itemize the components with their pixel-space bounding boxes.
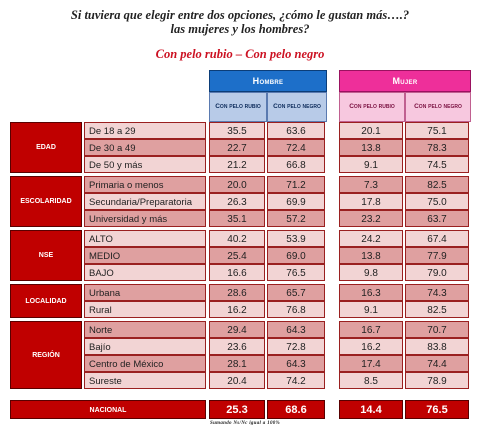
subheader-mujer-negro: Con pelo negro — [405, 92, 471, 122]
group-label: NSE — [10, 230, 82, 281]
table-cell-m-rubio: 13.8 — [339, 139, 403, 156]
table-cell-h-negro: 64.3 — [267, 321, 325, 338]
table-cell-h-negro: 66.8 — [267, 156, 325, 173]
table-cell-h-rubio: 35.5 — [209, 122, 265, 139]
table-cell-h-rubio: 16.6 — [209, 264, 265, 281]
row-label: MEDIO — [84, 247, 206, 264]
table-cell-h-negro: 76.5 — [267, 264, 325, 281]
table-cell-m-negro: 75.0 — [405, 193, 469, 210]
table-cell-h-rubio: 16.2 — [209, 301, 265, 318]
table-cell-h-rubio: 40.2 — [209, 230, 265, 247]
table-cell-h-rubio: 21.2 — [209, 156, 265, 173]
table-cell-m-rubio: 23.2 — [339, 210, 403, 227]
table-cell-m-rubio: 9.8 — [339, 264, 403, 281]
table-cell-m-negro: 74.3 — [405, 284, 469, 301]
group-label: Región — [10, 321, 82, 389]
table-cell-h-negro: 74.2 — [267, 372, 325, 389]
table-cell-m-negro: 74.5 — [405, 156, 469, 173]
nacional-m-rubio: 14.4 — [339, 400, 403, 419]
table-cell-m-rubio: 7.3 — [339, 176, 403, 193]
table-cell-m-negro: 77.9 — [405, 247, 469, 264]
row-label: Centro de México — [84, 355, 206, 372]
table-cell-h-negro: 76.8 — [267, 301, 325, 318]
header-hombre: Hombre — [209, 70, 327, 92]
table-cell-h-negro: 65.7 — [267, 284, 325, 301]
table-cell-h-negro: 72.8 — [267, 338, 325, 355]
table-cell-h-rubio: 23.6 — [209, 338, 265, 355]
table-cell-h-negro: 72.4 — [267, 139, 325, 156]
table-cell-h-negro: 69.9 — [267, 193, 325, 210]
table-cell-h-rubio: 26.3 — [209, 193, 265, 210]
row-label: BAJO — [84, 264, 206, 281]
table-cell-h-rubio: 20.4 — [209, 372, 265, 389]
table-cell-m-rubio: 24.2 — [339, 230, 403, 247]
table-cell-m-rubio: 17.8 — [339, 193, 403, 210]
table-cell-h-rubio: 22.7 — [209, 139, 265, 156]
table-cell-m-negro: 67.4 — [405, 230, 469, 247]
table-cell-h-rubio: 29.4 — [209, 321, 265, 338]
question-line-1: Si tuviera que elegir entre dos opciones… — [70, 8, 410, 22]
table-cell-h-negro: 64.3 — [267, 355, 325, 372]
subheader-mujer-rubio: Con pelo rubio — [339, 92, 405, 122]
row-label: ALTO — [84, 230, 206, 247]
table-cell-m-negro: 70.7 — [405, 321, 469, 338]
table-cell-m-rubio: 8.5 — [339, 372, 403, 389]
table-cell-m-negro: 78.3 — [405, 139, 469, 156]
row-label: De 18 a 29 — [84, 122, 206, 139]
table-cell-h-rubio: 20.0 — [209, 176, 265, 193]
row-label: Bajío — [84, 338, 206, 355]
table-cell-m-negro: 79.0 — [405, 264, 469, 281]
table-cell-m-negro: 82.5 — [405, 301, 469, 318]
table-cell-m-rubio: 16.3 — [339, 284, 403, 301]
nacional-h-negro: 68.6 — [267, 400, 325, 419]
row-label: Secundaria/Preparatoria — [84, 193, 206, 210]
table-cell-m-rubio: 20.1 — [339, 122, 403, 139]
nacional-m-negro: 76.5 — [405, 400, 469, 419]
table-cell-h-negro: 53.9 — [267, 230, 325, 247]
table-cell-m-negro: 74.4 — [405, 355, 469, 372]
table-cell-h-negro: 71.2 — [267, 176, 325, 193]
table-cell-m-rubio: 16.7 — [339, 321, 403, 338]
nacional-label: Nacional — [10, 400, 206, 419]
table-cell-m-negro: 63.7 — [405, 210, 469, 227]
nacional-h-rubio: 25.3 — [209, 400, 265, 419]
table-cell-m-negro: 83.8 — [405, 338, 469, 355]
table-cell-m-rubio: 9.1 — [339, 301, 403, 318]
table-cell-h-rubio: 25.4 — [209, 247, 265, 264]
question-line-2: las mujeres y los hombres? — [170, 22, 310, 36]
table-cell-h-negro: 57.2 — [267, 210, 325, 227]
row-label: Rural — [84, 301, 206, 318]
row-label: Sureste — [84, 372, 206, 389]
group-label: Edad — [10, 122, 82, 173]
row-label: Universidad y más — [84, 210, 206, 227]
table-cell-m-rubio: 9.1 — [339, 156, 403, 173]
table-cell-m-negro: 75.1 — [405, 122, 469, 139]
header-mujer: Mujer — [339, 70, 471, 92]
row-label: Primaria o menos — [84, 176, 206, 193]
subtitle: Con pelo rubio – Con pelo negro — [155, 47, 325, 61]
row-label: Urbana — [84, 284, 206, 301]
table-cell-h-rubio: 28.6 — [209, 284, 265, 301]
subheader-hombre-rubio: Con pelo rubio — [209, 92, 267, 122]
table-cell-h-rubio: 35.1 — [209, 210, 265, 227]
subheader-hombre-negro: Con pelo negro — [267, 92, 327, 122]
table-cell-h-negro: 63.6 — [267, 122, 325, 139]
row-label: De 30 a 49 — [84, 139, 206, 156]
table-cell-m-rubio: 16.2 — [339, 338, 403, 355]
footnote: Sumando Ns/Nc igual a 100% — [209, 421, 281, 426]
table-cell-h-negro: 69.0 — [267, 247, 325, 264]
row-label: Norte — [84, 321, 206, 338]
table-cell-m-negro: 78.9 — [405, 372, 469, 389]
group-label: Escolaridad — [10, 176, 82, 227]
table-cell-h-rubio: 28.1 — [209, 355, 265, 372]
table-cell-m-negro: 82.5 — [405, 176, 469, 193]
row-label: De 50 y más — [84, 156, 206, 173]
table-cell-m-rubio: 13.8 — [339, 247, 403, 264]
group-label: Localidad — [10, 284, 82, 318]
table-cell-m-rubio: 17.4 — [339, 355, 403, 372]
